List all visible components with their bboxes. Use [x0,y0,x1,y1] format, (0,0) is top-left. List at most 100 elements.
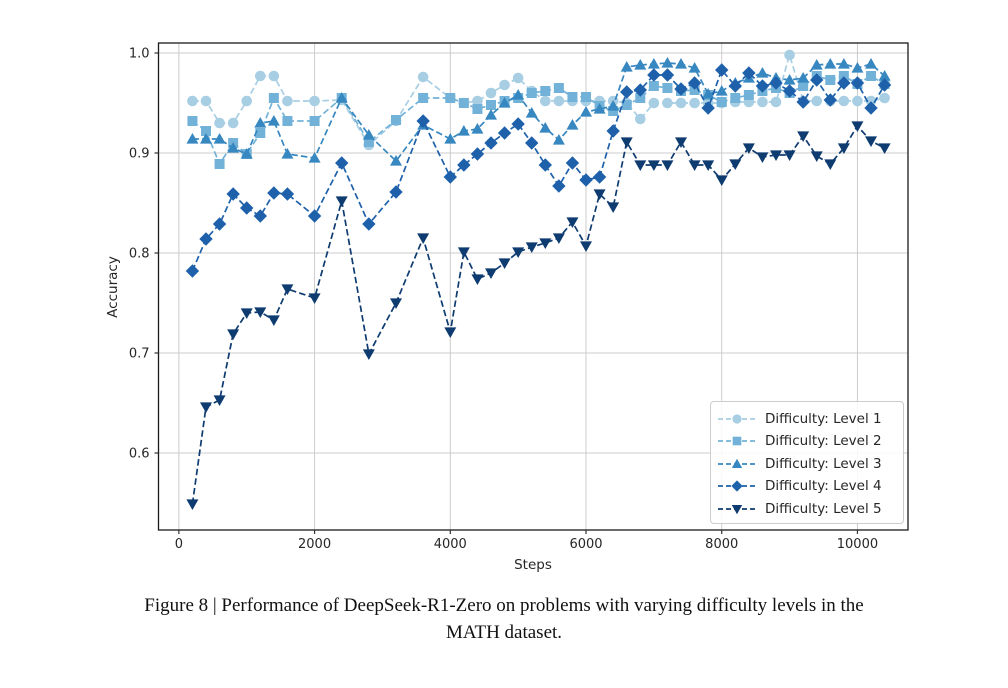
y-tick-label-0.6: 0.6 [129,447,150,462]
marker-level-2 [689,85,700,95]
marker-level-2 [608,106,619,116]
marker-level-3 [661,57,674,68]
marker-level-4 [199,232,213,246]
marker-level-3 [810,59,823,70]
marker-level-5 [607,202,620,213]
marker-level-1 [499,79,510,91]
marker-level-5 [240,308,253,319]
marker-level-2 [798,81,809,91]
marker-level-3 [878,70,891,81]
marker-level-3 [281,148,294,159]
marker-level-5 [688,160,701,171]
marker-level-3 [186,133,199,144]
marker-level-5 [851,121,864,132]
marker-level-1 [689,97,700,109]
marker-level-5 [865,136,878,147]
marker-level-3 [756,67,769,78]
marker-level-2 [662,83,673,93]
marker-level-1 [784,49,795,61]
marker-level-4 [212,217,227,231]
marker-level-2 [458,98,469,108]
marker-level-2 [486,100,497,110]
marker-level-4 [660,68,675,82]
marker-level-4 [810,73,824,87]
marker-level-3 [865,58,878,69]
marker-level-5 [281,284,294,295]
marker-level-3 [552,134,565,145]
legend-label-level-3: Difficulty: Level 3 [765,455,882,472]
marker-level-4 [633,83,647,97]
marker-level-4 [389,185,403,199]
marker-level-5 [552,233,565,244]
marker-level-2 [567,92,578,102]
marker-level-1 [662,97,673,109]
legend-key-level-4-icon [718,480,756,492]
marker-level-5 [417,233,430,244]
marker-level-1 [200,95,212,107]
marker-level-4 [538,158,552,172]
legend-label-level-4: Difficulty: Level 4 [765,478,882,494]
marker-level-3 [566,119,579,130]
marker-level-4 [742,66,756,80]
marker-level-4 [606,124,620,138]
marker-level-3 [200,133,213,144]
plot-frame [157,42,909,531]
y-tick-label-0.9: 0.9 [129,147,150,162]
marker-level-2 [363,137,374,147]
marker-level-4 [796,95,810,109]
marker-level-4 [592,170,607,184]
marker-level-3 [512,89,525,100]
marker-level-3 [620,61,633,72]
marker-level-3 [525,107,538,118]
marker-level-5 [756,152,769,163]
marker-level-4 [565,156,580,170]
series-line-level-5 [191,124,885,505]
figure-caption: Figure 8 | Performance of DeepSeek-R1-Ze… [0,592,1008,646]
marker-level-3 [240,148,253,159]
marker-level-1 [485,87,497,99]
marker-level-1 [254,70,266,82]
marker-level-1 [282,95,293,107]
x-tick-label-6000: 6000 [569,537,602,552]
marker-level-3 [213,133,226,144]
marker-level-5 [498,258,511,269]
marker-level-2 [445,93,456,103]
marker-level-4 [715,63,729,77]
marker-level-5 [471,274,484,285]
marker-level-3 [457,125,470,136]
legend-key-level-2-icon [718,436,756,446]
marker-level-3 [797,72,810,83]
marker-level-4 [552,179,566,193]
marker-level-5 [539,238,552,249]
marker-level-5 [647,160,660,171]
marker-level-1 [472,95,483,107]
marker-level-5 [702,160,715,171]
marker-level-4 [687,76,702,90]
marker-level-2 [553,83,564,93]
marker-level-4 [280,187,295,201]
marker-level-2 [214,159,225,169]
marker-level-5 [444,327,457,338]
marker-level-4 [416,114,430,128]
marker-level-2 [268,93,279,103]
marker-level-5 [457,247,470,258]
legend-key-level-5-icon [718,504,756,514]
marker-level-4 [185,264,200,278]
marker-level-3 [837,58,850,69]
marker-level-4 [307,209,322,223]
marker-level-4 [647,68,661,82]
marker-level-1 [227,117,239,129]
series-line-level-4 [191,68,886,272]
x-axis-label: Steps [514,557,552,573]
marker-level-5 [485,268,498,279]
marker-level-1 [417,71,429,83]
marker-level-2 [282,116,293,126]
marker-level-4 [525,136,539,150]
marker-level-1 [838,95,850,107]
legend-key-level-3-icon [718,458,756,468]
marker-level-1 [634,113,646,125]
marker-level-5 [213,395,226,406]
legend-item-level-3: Difficulty: Level 3 [717,453,895,474]
marker-level-4 [511,117,525,131]
